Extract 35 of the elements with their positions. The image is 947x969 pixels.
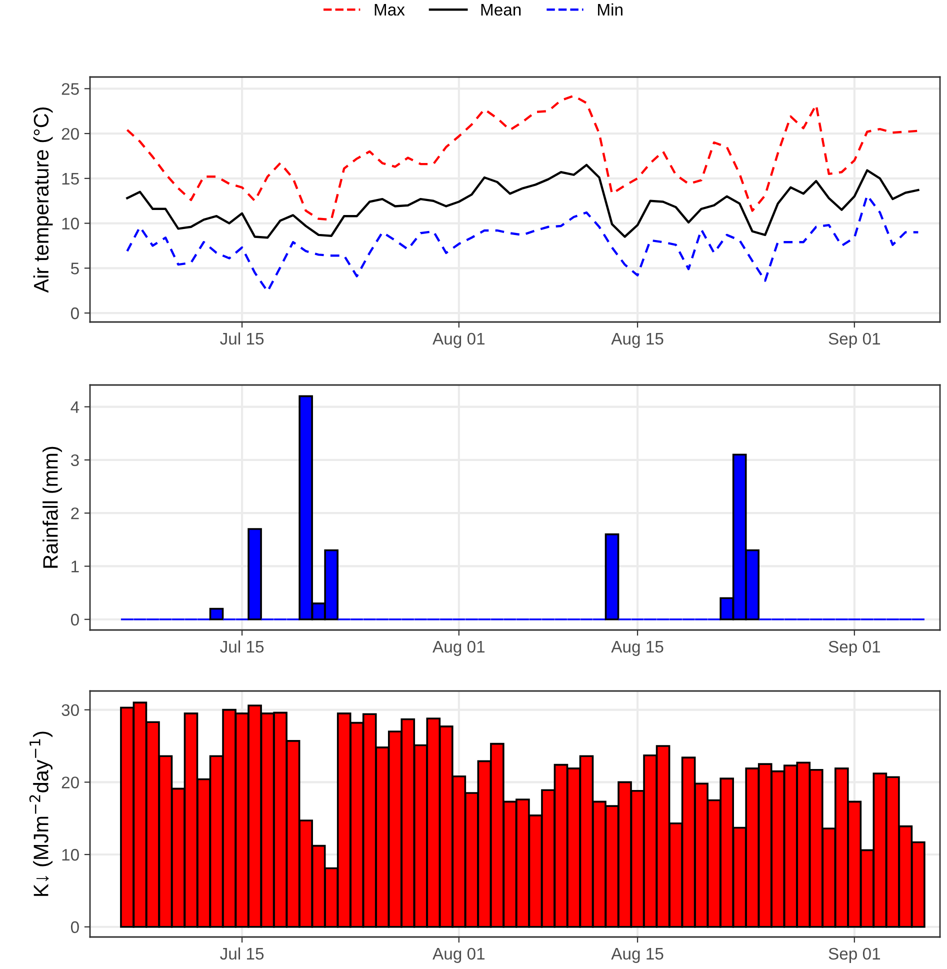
x-tick-label: Aug 15 <box>611 641 664 656</box>
x-tick-label: Jul 15 <box>220 947 264 960</box>
y-tick-label: 10 <box>62 848 79 861</box>
y-tick-label: 10 <box>62 218 79 230</box>
x-tick-label: Aug 15 <box>611 333 664 348</box>
x-tick-label: Jul 15 <box>220 332 264 345</box>
y-tick-label: 30 <box>62 704 79 716</box>
y-axis-title: Rainfall (mm) <box>42 446 62 568</box>
x-tick-label: Aug 01 <box>432 332 485 348</box>
x-tick-label: Sep 01 <box>828 948 880 963</box>
y-tick-label: 1 <box>72 560 79 572</box>
y-tick-label: 20 <box>62 776 79 788</box>
x-tick-label: Aug 01 <box>432 640 485 656</box>
y-tick-label: 4 <box>70 401 80 413</box>
line-series <box>126 164 920 239</box>
x-tick-label: Sep 01 <box>828 332 880 348</box>
y-tick-label: 3 <box>70 454 79 466</box>
y-tick-label: 5 <box>70 262 79 274</box>
y-axis-title: Air temperature (°C) <box>33 107 53 293</box>
line-series <box>126 94 920 221</box>
y-tick-label: 15 <box>62 172 79 185</box>
legend-label: Min <box>598 3 622 16</box>
y-tick-label: 20 <box>62 128 79 140</box>
x-tick-label: Jul 15 <box>220 640 264 653</box>
y-tick-label: 0 <box>70 921 79 934</box>
x-tick-label: Sep 01 <box>828 640 880 656</box>
legend-label: Mean <box>481 4 521 16</box>
y-axis-title: K↓ (MJm$^{−2}$day$^{−1}$) <box>29 732 52 896</box>
y-tick-label: 25 <box>62 83 79 95</box>
y-tick-label: 0 <box>70 307 79 320</box>
legend-label: Max <box>374 4 405 16</box>
x-tick-label: Aug 01 <box>432 948 485 963</box>
x-tick-label: Aug 15 <box>611 948 664 963</box>
y-tick-label: 0 <box>70 614 79 626</box>
y-tick-label: 2 <box>71 507 79 520</box>
